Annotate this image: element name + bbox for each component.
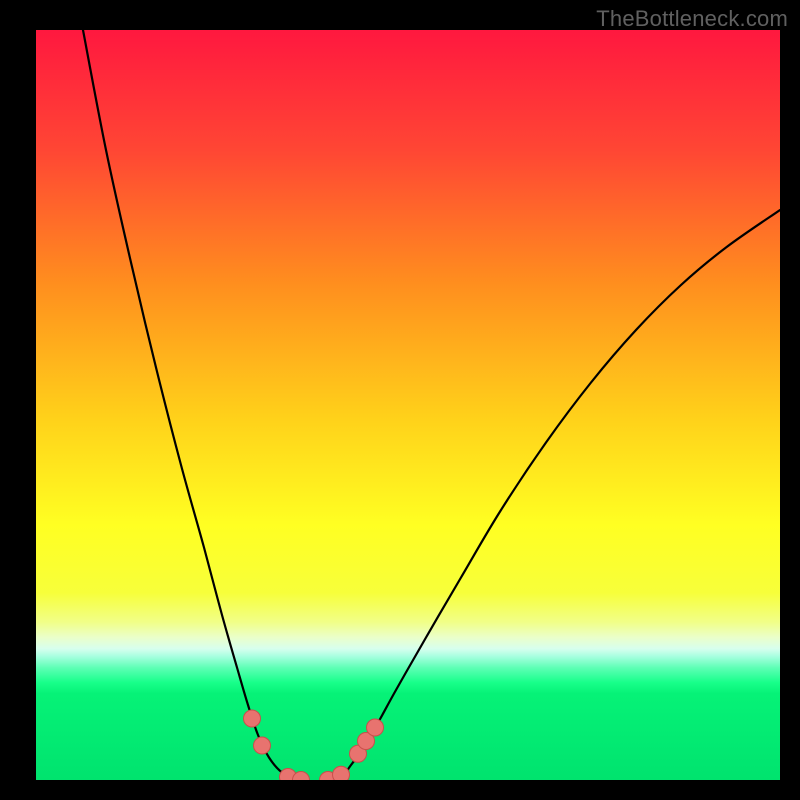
plot-area: [36, 30, 780, 780]
curve-marker: [244, 710, 261, 727]
curve-marker: [254, 737, 271, 754]
bottleneck-curve: [83, 30, 780, 780]
watermark-text: TheBottleneck.com: [596, 6, 788, 32]
curve-marker: [333, 766, 350, 780]
curve-marker: [367, 719, 384, 736]
bottleneck-curve-svg: [36, 30, 780, 780]
